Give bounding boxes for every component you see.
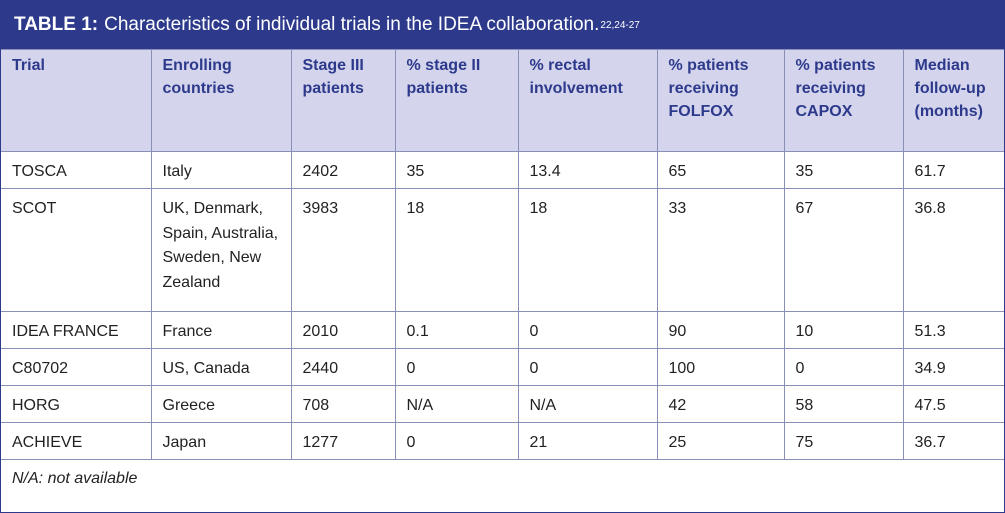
cell-follow-up: 51.3 [902,311,1004,349]
header-folfox: % patients receiving FOLFOX [656,49,785,152]
header-median-follow-up: Median follow-up (months) [902,49,1004,152]
cell-rectal: 0 [517,311,658,349]
cell-rectal: 21 [517,422,658,460]
cell-rectal: 0 [517,348,658,386]
cell-capox: 0 [783,348,904,386]
table-row: SCOT UK, Denmark, Spain, Australia, Swed… [1,188,1004,312]
cell-rectal: N/A [517,385,658,423]
header-capox: % patients receiving CAPOX [783,49,904,152]
cell-follow-up: 36.7 [902,422,1004,460]
cell-rectal: 13.4 [517,151,658,189]
header-trial: Trial [1,49,152,152]
cell-stage-iii: 708 [290,385,396,423]
cell-stage-ii: 35 [394,151,519,189]
cell-stage-ii: 0 [394,422,519,460]
cell-stage-iii: 2440 [290,348,396,386]
cell-folfox: 65 [656,151,785,189]
cell-countries: Italy [150,151,292,189]
cell-stage-iii: 2010 [290,311,396,349]
header-enrolling-countries: Enrolling countries [150,49,292,152]
cell-capox: 58 [783,385,904,423]
cell-follow-up: 36.8 [902,188,1004,312]
cell-folfox: 42 [656,385,785,423]
cell-folfox: 90 [656,311,785,349]
cell-countries: US, Canada [150,348,292,386]
header-row: Trial Enrolling countries Stage III pati… [1,49,1004,152]
trials-table: Trial Enrolling countries Stage III pati… [1,49,1004,499]
cell-capox: 35 [783,151,904,189]
cell-rectal: 18 [517,188,658,312]
table-references: 22,24-27 [600,19,640,31]
cell-stage-ii: N/A [394,385,519,423]
cell-stage-ii: 0 [394,348,519,386]
header-rectal-involvement: % rectal involvement [517,49,658,152]
cell-trial: TOSCA [1,151,152,189]
table-footnote: N/A: not available [1,459,1004,499]
cell-capox: 75 [783,422,904,460]
cell-trial: C80702 [1,348,152,386]
cell-follow-up: 47.5 [902,385,1004,423]
cell-trial: SCOT [1,188,152,312]
cell-stage-iii: 2402 [290,151,396,189]
cell-capox: 67 [783,188,904,312]
table-caption: Characteristics of individual trials in … [104,14,600,35]
table-row: TOSCA Italy 2402 35 13.4 65 35 61.7 [1,151,1004,189]
cell-trial: HORG [1,385,152,423]
cell-capox: 10 [783,311,904,349]
cell-stage-ii: 0.1 [394,311,519,349]
cell-folfox: 33 [656,188,785,312]
table-row: ACHIEVE Japan 1277 0 21 25 75 36.7 [1,422,1004,460]
cell-follow-up: 61.7 [902,151,1004,189]
table-row: C80702 US, Canada 2440 0 0 100 0 34.9 [1,348,1004,386]
cell-stage-iii: 3983 [290,188,396,312]
table-label: TABLE 1: [14,14,99,35]
cell-trial: ACHIEVE [1,422,152,460]
cell-folfox: 100 [656,348,785,386]
table-row: IDEA FRANCE France 2010 0.1 0 90 10 51.3 [1,311,1004,349]
table-row: HORG Greece 708 N/A N/A 42 58 47.5 [1,385,1004,423]
cell-countries: Japan [150,422,292,460]
cell-countries: France [150,311,292,349]
header-stage-iii-patients: Stage III patients [290,49,396,152]
footnote-row: N/A: not available [1,459,1004,499]
cell-countries: UK, Denmark, Spain, Australia, Sweden, N… [150,188,292,312]
table-title-bar: TABLE 1: Characteristics of individual t… [1,1,1004,49]
cell-countries: Greece [150,385,292,423]
cell-folfox: 25 [656,422,785,460]
header-stage-ii-percent: % stage II patients [394,49,519,152]
cell-stage-ii: 18 [394,188,519,312]
cell-follow-up: 34.9 [902,348,1004,386]
cell-trial: IDEA FRANCE [1,311,152,349]
cell-stage-iii: 1277 [290,422,396,460]
